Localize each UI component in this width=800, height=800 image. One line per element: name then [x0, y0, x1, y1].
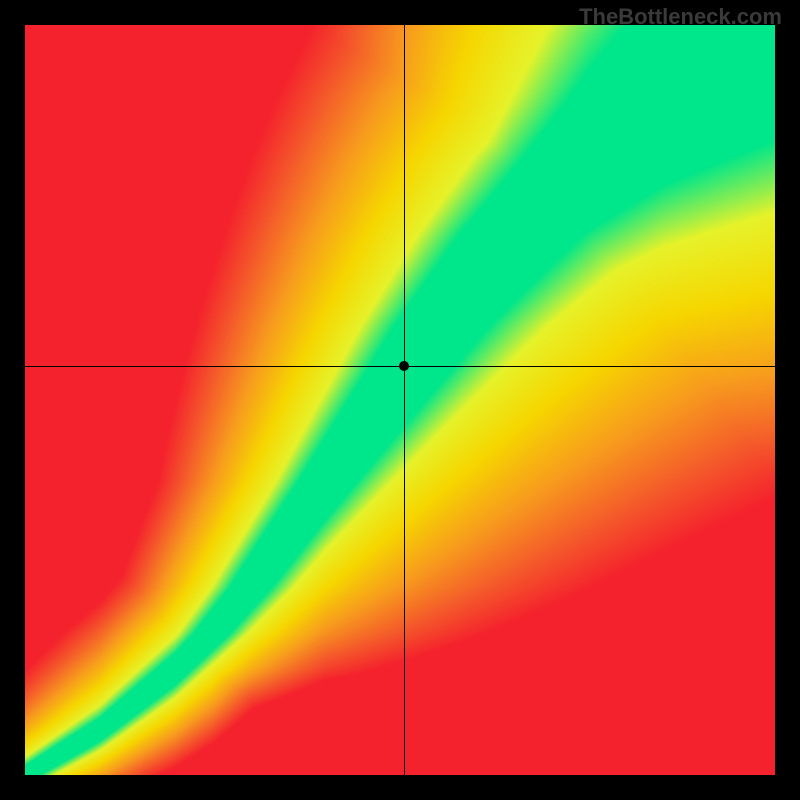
marker-dot [399, 361, 409, 371]
crosshair-vertical [404, 25, 405, 775]
bottleneck-heatmap [25, 25, 775, 775]
heatmap-canvas [25, 25, 775, 775]
watermark: TheBottleneck.com [579, 4, 782, 30]
